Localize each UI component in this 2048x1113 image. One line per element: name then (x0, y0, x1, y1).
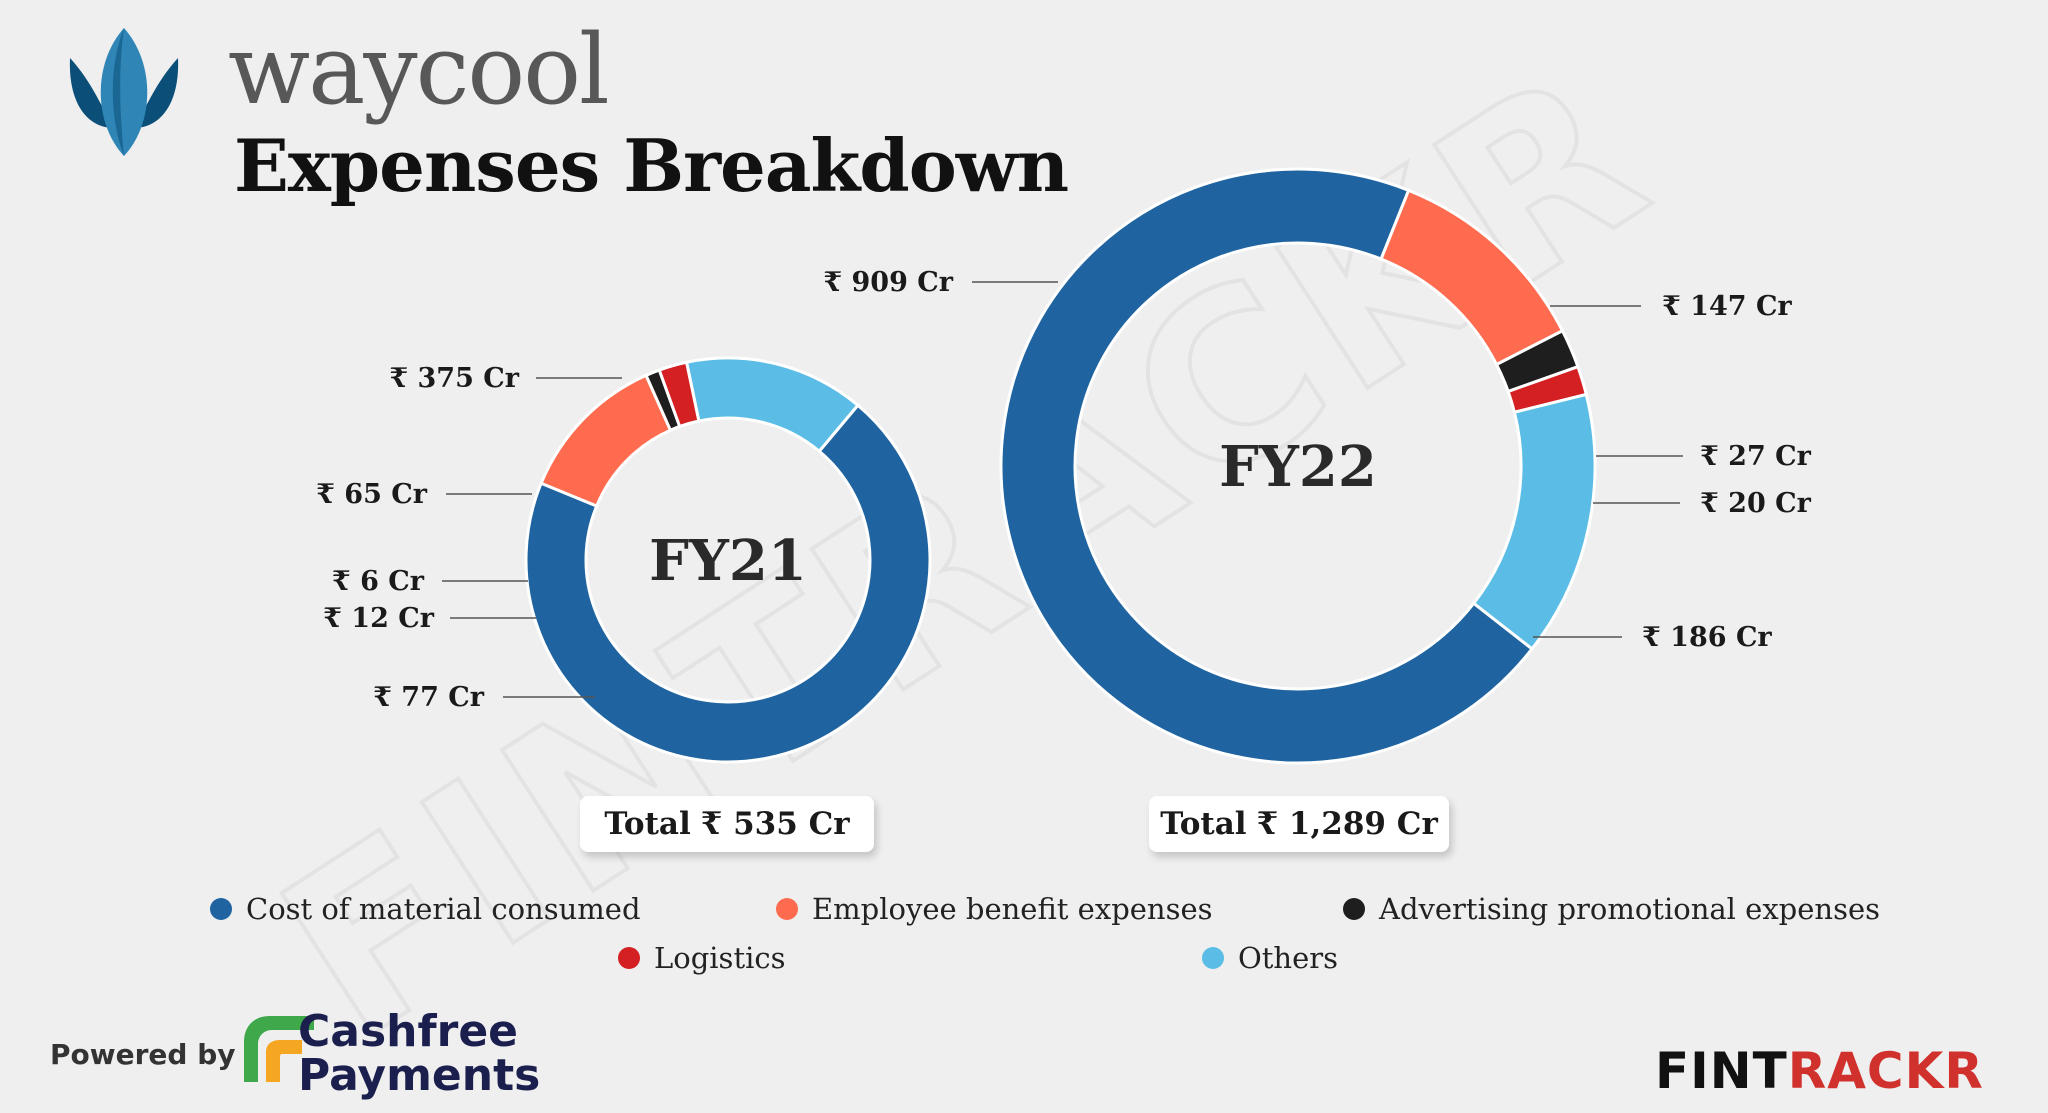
legend-label: Logistics (654, 941, 786, 975)
data-label: ₹ 12 Cr (323, 603, 435, 634)
legend-item: Cost of material consumed (210, 892, 641, 926)
brand-logo-icon (69, 28, 179, 156)
legend-item: Others (1202, 941, 1338, 975)
cashfree-wordmark: Cashfree Payments (298, 1010, 540, 1098)
center-label: FY22 (1219, 434, 1377, 500)
legend-dot (1343, 898, 1365, 920)
data-label: ₹ 65 Cr (316, 479, 428, 510)
fintrackr-part1: FINT (1655, 1042, 1788, 1100)
legend-label: Cost of material consumed (246, 892, 641, 926)
data-label: ₹ 186 Cr (1642, 622, 1772, 653)
data-label: ₹ 6 Cr (332, 566, 425, 597)
data-label: ₹ 375 Cr (389, 363, 519, 394)
powered-by-text: Powered by (50, 1038, 236, 1071)
donut-slice (539, 373, 673, 508)
fintrackr-logo: FINTRACKR (1655, 1046, 1984, 1096)
cashfree-logo-icon (244, 1016, 314, 1082)
legend-label: Others (1238, 941, 1339, 975)
page-title: Expenses Breakdown (234, 123, 1069, 208)
donut-slice (999, 167, 1535, 765)
legend-dot (1202, 947, 1224, 969)
fy22-total-box: Total ₹ 1,289 Cr (1149, 796, 1449, 852)
center-label: FY21 (649, 528, 807, 594)
data-label: ₹ 20 Cr (1700, 488, 1812, 519)
data-label: ₹ 77 Cr (373, 682, 485, 713)
brand-name: waycool (228, 14, 610, 126)
cashfree-line1: Cashfree (298, 1006, 519, 1057)
donut-slice (1379, 188, 1565, 367)
donut-slice (684, 356, 860, 454)
data-label: ₹ 909 Cr (823, 267, 953, 298)
legend-dot (618, 947, 640, 969)
legend-item: Logistics (618, 941, 786, 975)
fy21-total-box: Total ₹ 535 Cr (580, 796, 874, 852)
cashfree-line2: Payments (298, 1050, 541, 1101)
data-label: ₹ 147 Cr (1662, 291, 1792, 322)
fy21-total-value: ₹ 535 Cr (700, 806, 850, 842)
data-label: ₹ 27 Cr (1700, 441, 1812, 472)
fy22-total-label: Total (1160, 806, 1247, 842)
legend-dot (210, 898, 232, 920)
legend-dot (776, 898, 798, 920)
legend-label: Advertising promotional expenses (1379, 892, 1881, 926)
donut-slice (1471, 392, 1597, 651)
donut-slice (524, 403, 932, 764)
fintrackr-part2: RACKR (1787, 1042, 1984, 1100)
fy22-total-value: ₹ 1,289 Cr (1256, 806, 1438, 842)
legend-item: Employee benefit expenses (776, 892, 1213, 926)
legend-item: Advertising promotional expenses (1343, 892, 1880, 926)
fy21-total-label: Total (604, 806, 691, 842)
legend-label: Employee benefit expenses (812, 892, 1213, 926)
